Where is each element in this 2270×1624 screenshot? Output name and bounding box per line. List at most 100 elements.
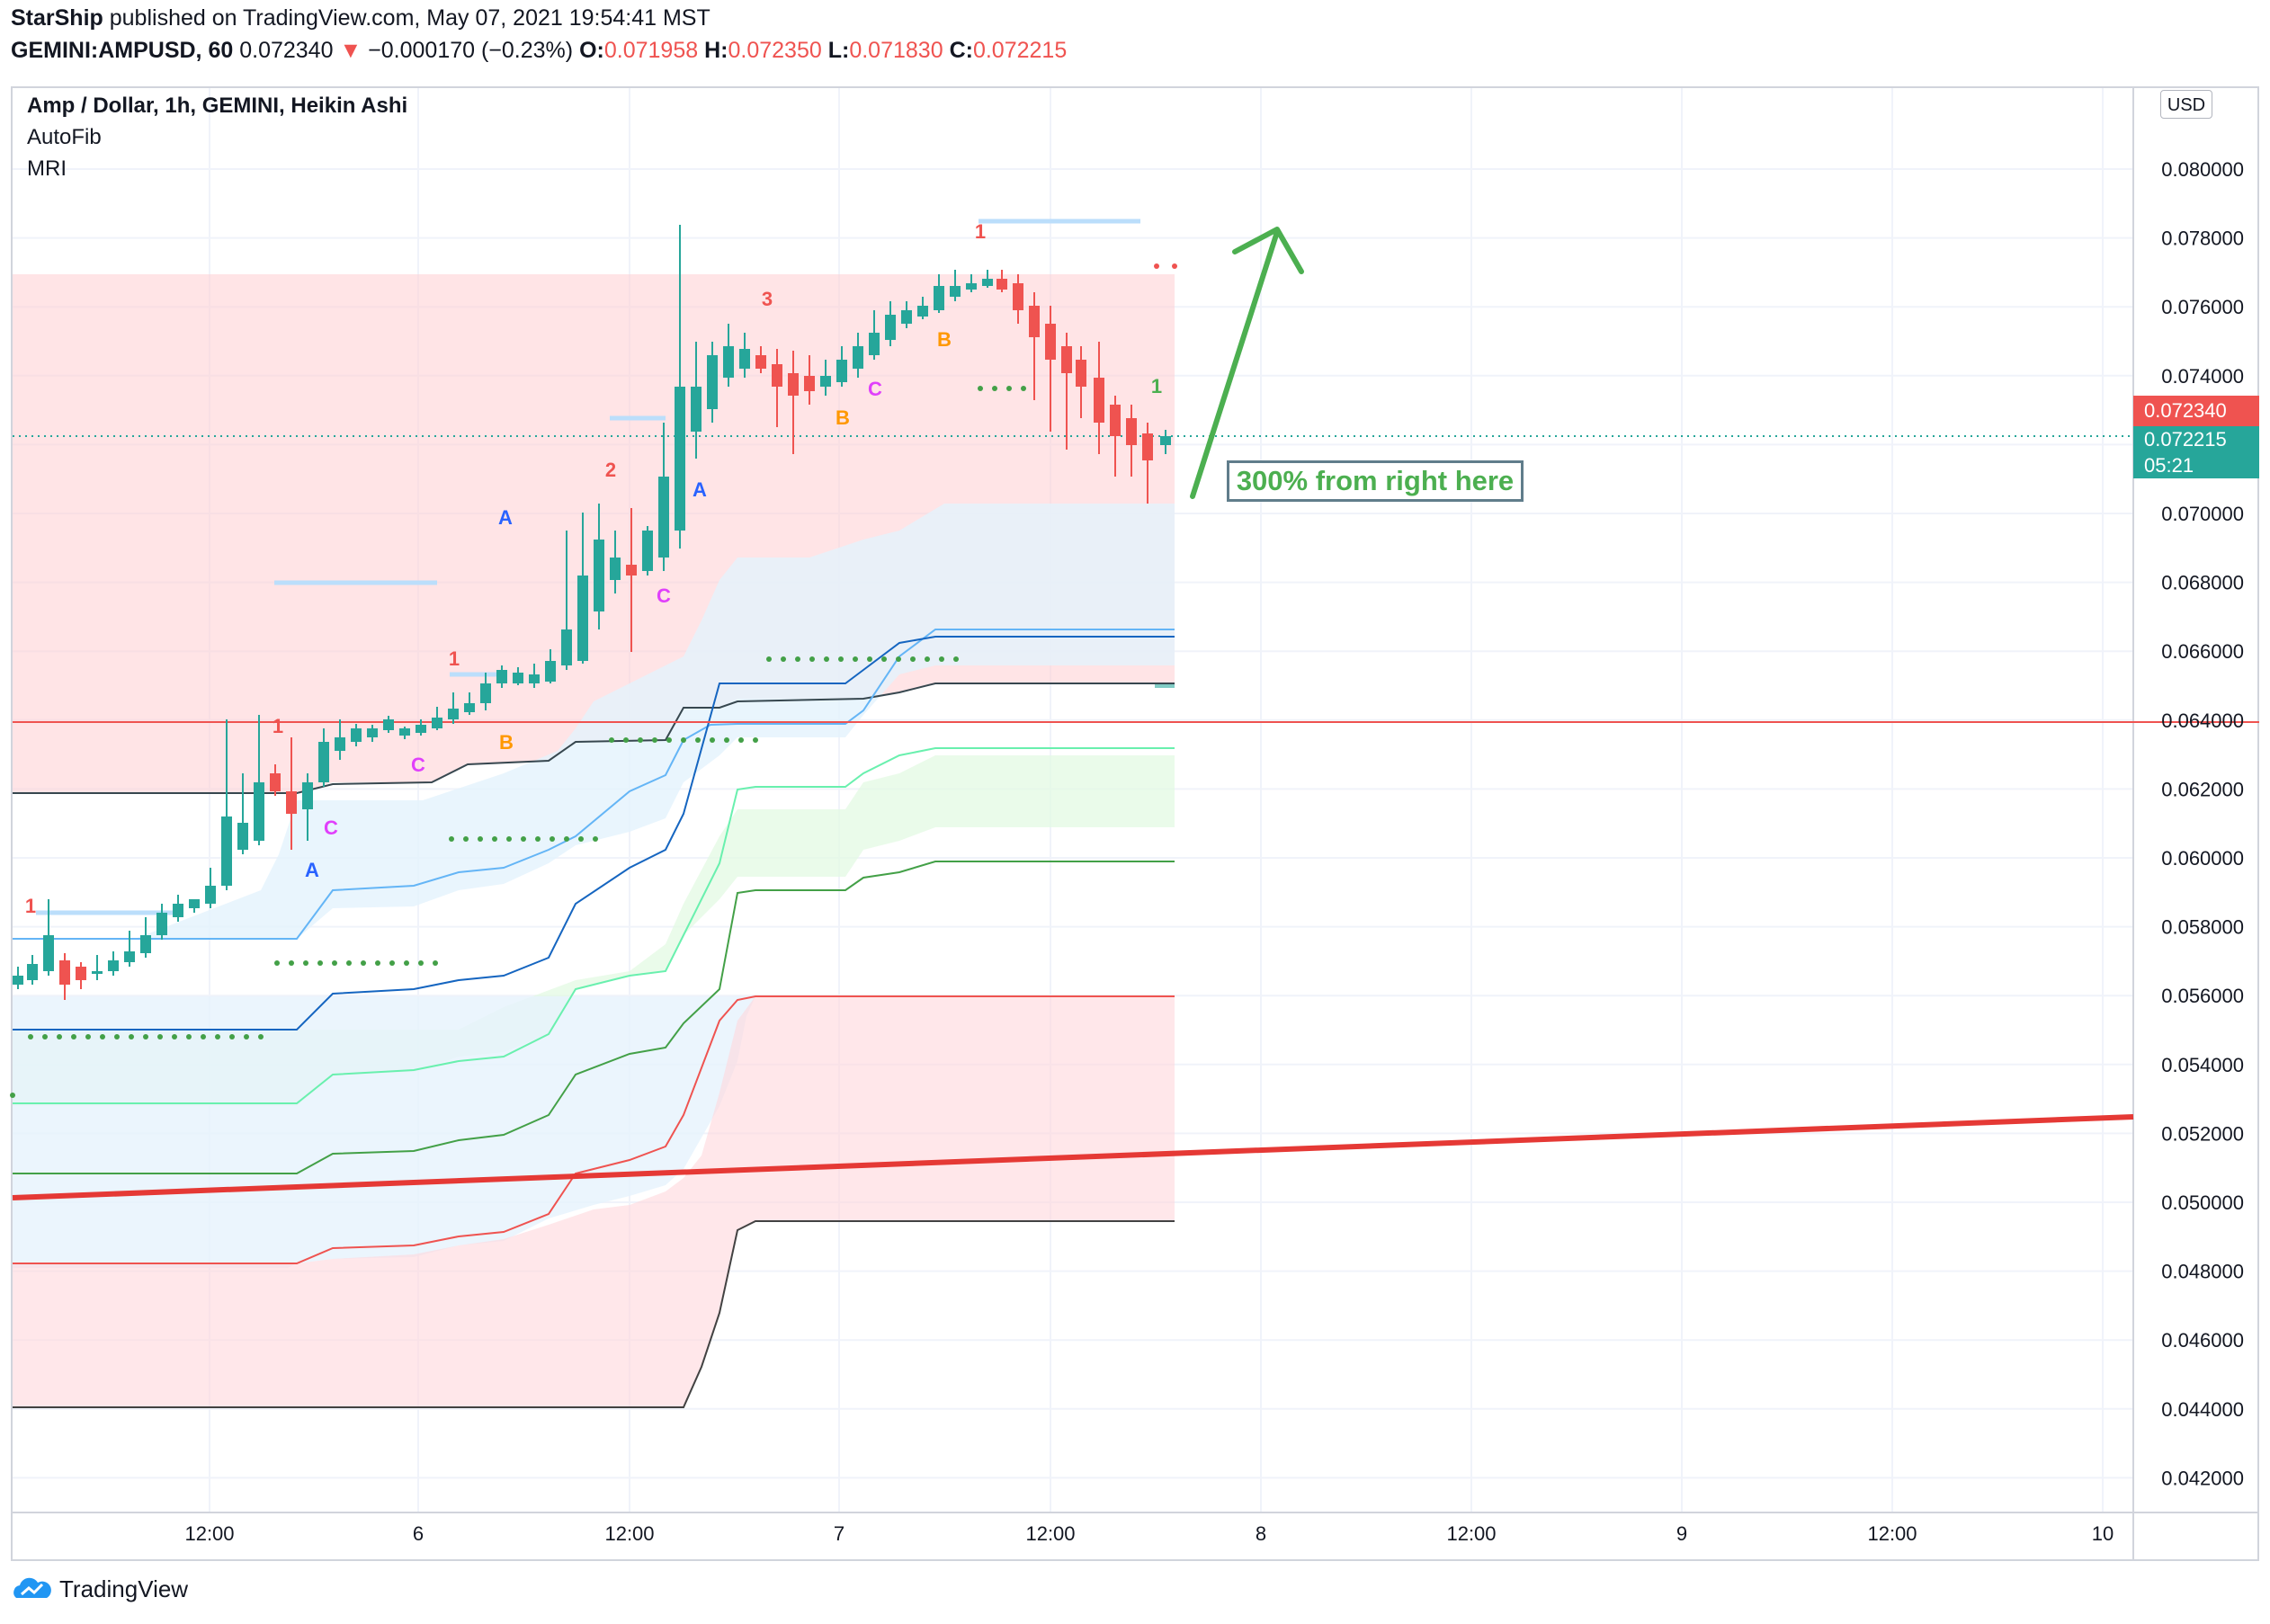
time-tick-label: 8 bbox=[1256, 1522, 1266, 1545]
candle-body bbox=[917, 306, 928, 317]
candle-body bbox=[351, 728, 362, 742]
price-tick-label: 0.044000 bbox=[2161, 1398, 2244, 1421]
counter-marker: C bbox=[657, 584, 671, 607]
level-dot bbox=[215, 1034, 220, 1040]
level-dot bbox=[623, 737, 629, 743]
annotation-callout[interactable]: 300% from right here bbox=[1227, 460, 1524, 502]
candle-body bbox=[1142, 433, 1153, 460]
arrow-shaft bbox=[1190, 229, 1280, 499]
currency-button[interactable]: USD bbox=[2160, 90, 2212, 119]
candle-body bbox=[189, 899, 200, 908]
level-dot bbox=[992, 386, 997, 391]
candle-body bbox=[27, 964, 38, 980]
candle-body bbox=[804, 376, 815, 391]
candle-body bbox=[853, 346, 863, 369]
tradingview-logo[interactable]: TradingView bbox=[11, 1575, 188, 1603]
candle-body bbox=[367, 728, 378, 737]
level-dot bbox=[244, 1034, 249, 1040]
fib-line-blue-dark bbox=[13, 636, 1175, 1031]
candle-body bbox=[658, 477, 669, 558]
candle-body bbox=[869, 333, 880, 355]
current-price-tag: 0.072215 05:21 bbox=[2133, 426, 2259, 478]
level-dot bbox=[1154, 263, 1159, 269]
level-dot bbox=[303, 960, 308, 966]
close-value: 0.072215 bbox=[972, 38, 1068, 63]
legend-mri[interactable]: MRI bbox=[27, 156, 67, 181]
level-dot bbox=[404, 960, 409, 966]
level-dot bbox=[638, 737, 643, 743]
candle-body bbox=[691, 387, 702, 432]
price-tick-label: 0.042000 bbox=[2161, 1467, 2244, 1489]
fib-zone-lower-red bbox=[13, 996, 1175, 1407]
price-tick-label: 0.076000 bbox=[2161, 296, 2244, 318]
price-tick-label: 0.052000 bbox=[2161, 1122, 2244, 1145]
candle-body bbox=[416, 725, 426, 733]
time-tick-label: 12:00 bbox=[184, 1522, 234, 1545]
candle-body bbox=[772, 364, 782, 387]
legend-title[interactable]: Amp / Dollar, 1h, GEMINI, Heikin Ashi bbox=[27, 94, 408, 118]
candle-body bbox=[675, 387, 685, 531]
candle-body bbox=[43, 935, 54, 971]
level-dot bbox=[10, 1093, 15, 1098]
price-tick-label: 0.060000 bbox=[2161, 847, 2244, 870]
candle-body bbox=[642, 531, 653, 571]
candle-body bbox=[1160, 436, 1171, 445]
level-dot bbox=[724, 737, 729, 743]
level-dot bbox=[492, 836, 497, 842]
level-dot bbox=[157, 1034, 163, 1040]
candle-body bbox=[950, 286, 961, 297]
candle-body bbox=[480, 683, 491, 703]
time-tick-label: 10 bbox=[2092, 1522, 2114, 1545]
cloud-logo-icon bbox=[13, 1577, 51, 1598]
candle-body bbox=[594, 540, 604, 611]
candle-body bbox=[788, 373, 799, 396]
price-tick-label: 0.050000 bbox=[2161, 1191, 2244, 1214]
price-tick-label: 0.062000 bbox=[2161, 778, 2244, 800]
publish-info: StarShip published on TradingView.com, M… bbox=[11, 5, 710, 31]
candle-body bbox=[286, 791, 297, 814]
level-dot bbox=[375, 960, 380, 966]
level-dot bbox=[332, 960, 337, 966]
legend-autofib[interactable]: AutoFib bbox=[27, 125, 102, 149]
time-tick-label: 12:00 bbox=[604, 1522, 654, 1545]
level-dot bbox=[478, 836, 483, 842]
level-dot bbox=[593, 836, 598, 842]
level-dot bbox=[896, 656, 901, 662]
low-label: L: bbox=[827, 38, 850, 63]
candle-body bbox=[464, 703, 475, 712]
time-tick-label: 9 bbox=[1676, 1522, 1687, 1545]
author-name[interactable]: StarShip bbox=[11, 5, 103, 31]
level-dot bbox=[695, 737, 701, 743]
level-dot bbox=[925, 656, 930, 662]
candle-body bbox=[723, 346, 734, 378]
candle-body bbox=[399, 728, 410, 736]
price-tick-label: 0.056000 bbox=[2161, 985, 2244, 1007]
level-dot bbox=[85, 1034, 91, 1040]
symbol-label[interactable]: GEMINI:AMPUSD, 60 bbox=[11, 38, 234, 63]
candle-body bbox=[59, 960, 70, 985]
candle-body bbox=[966, 283, 977, 290]
time-tick-label: 7 bbox=[834, 1522, 845, 1545]
high-value: 0.072350 bbox=[728, 38, 822, 63]
candle-body bbox=[529, 674, 540, 683]
level-dot bbox=[289, 960, 294, 966]
level-dot bbox=[853, 656, 858, 662]
level-dot bbox=[1172, 263, 1177, 269]
counter-marker: 1 bbox=[1151, 375, 1162, 397]
counter-marker: B bbox=[937, 328, 952, 351]
level-dot bbox=[738, 737, 744, 743]
candle-body bbox=[108, 960, 119, 971]
price-tick-label: 0.054000 bbox=[2161, 1054, 2244, 1076]
level-dot bbox=[838, 656, 844, 662]
level-dot bbox=[129, 1034, 134, 1040]
counter-marker: 2 bbox=[605, 459, 616, 481]
open-value: 0.071958 bbox=[603, 38, 699, 63]
counter-marker: A bbox=[305, 859, 319, 881]
candle-body bbox=[1126, 418, 1137, 445]
level-dot bbox=[578, 836, 584, 842]
price-tick-label: 0.074000 bbox=[2161, 365, 2244, 388]
price-tick-label: 0.048000 bbox=[2161, 1261, 2244, 1283]
level-dot bbox=[564, 836, 569, 842]
candle-body bbox=[934, 286, 944, 310]
